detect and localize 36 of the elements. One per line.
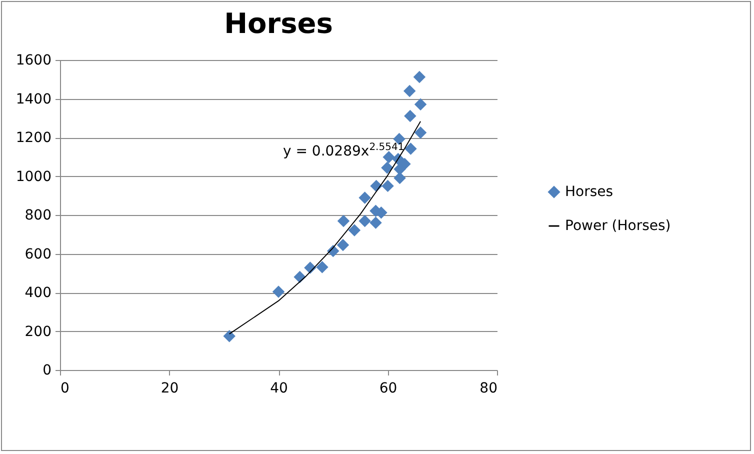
annotation: y = 0.0289x$^{2.5541}$	[283, 142, 404, 160]
y-tick-label: 600	[24, 246, 52, 262]
y-tick-label: 1400	[16, 91, 52, 108]
point	[336, 238, 350, 252]
y-tick-label: 1200	[16, 130, 52, 146]
legend-label: Horses	[565, 184, 614, 200]
point	[223, 330, 236, 342]
point	[348, 224, 361, 236]
chart-title: Horses	[224, 7, 333, 40]
y-tick-label: 400	[24, 285, 52, 301]
point	[404, 142, 417, 155]
point	[403, 84, 416, 98]
point	[370, 216, 382, 229]
legend-label: Power (Horses)	[565, 218, 671, 234]
point	[413, 70, 426, 84]
point	[381, 162, 394, 174]
point	[404, 110, 416, 122]
point	[337, 214, 350, 228]
point	[414, 126, 427, 139]
point	[272, 286, 285, 298]
x-tick-label: 60	[379, 380, 398, 396]
point	[358, 214, 371, 228]
y-tick-label: 200	[24, 324, 52, 340]
y-tick-label: 1000	[16, 168, 52, 185]
x-tick-label: 0	[60, 380, 70, 396]
y-tick-label: 1600	[16, 52, 52, 68]
y-tick-label: 0	[42, 362, 52, 378]
x-tick-label: 40	[270, 380, 288, 396]
point	[382, 150, 395, 164]
x-tick-label: 20	[160, 380, 179, 396]
point	[382, 180, 394, 192]
y-tick-label: 800	[24, 208, 52, 224]
point	[316, 260, 328, 274]
point	[358, 192, 371, 204]
x-tick-label: 80	[480, 380, 498, 396]
point	[414, 98, 427, 110]
